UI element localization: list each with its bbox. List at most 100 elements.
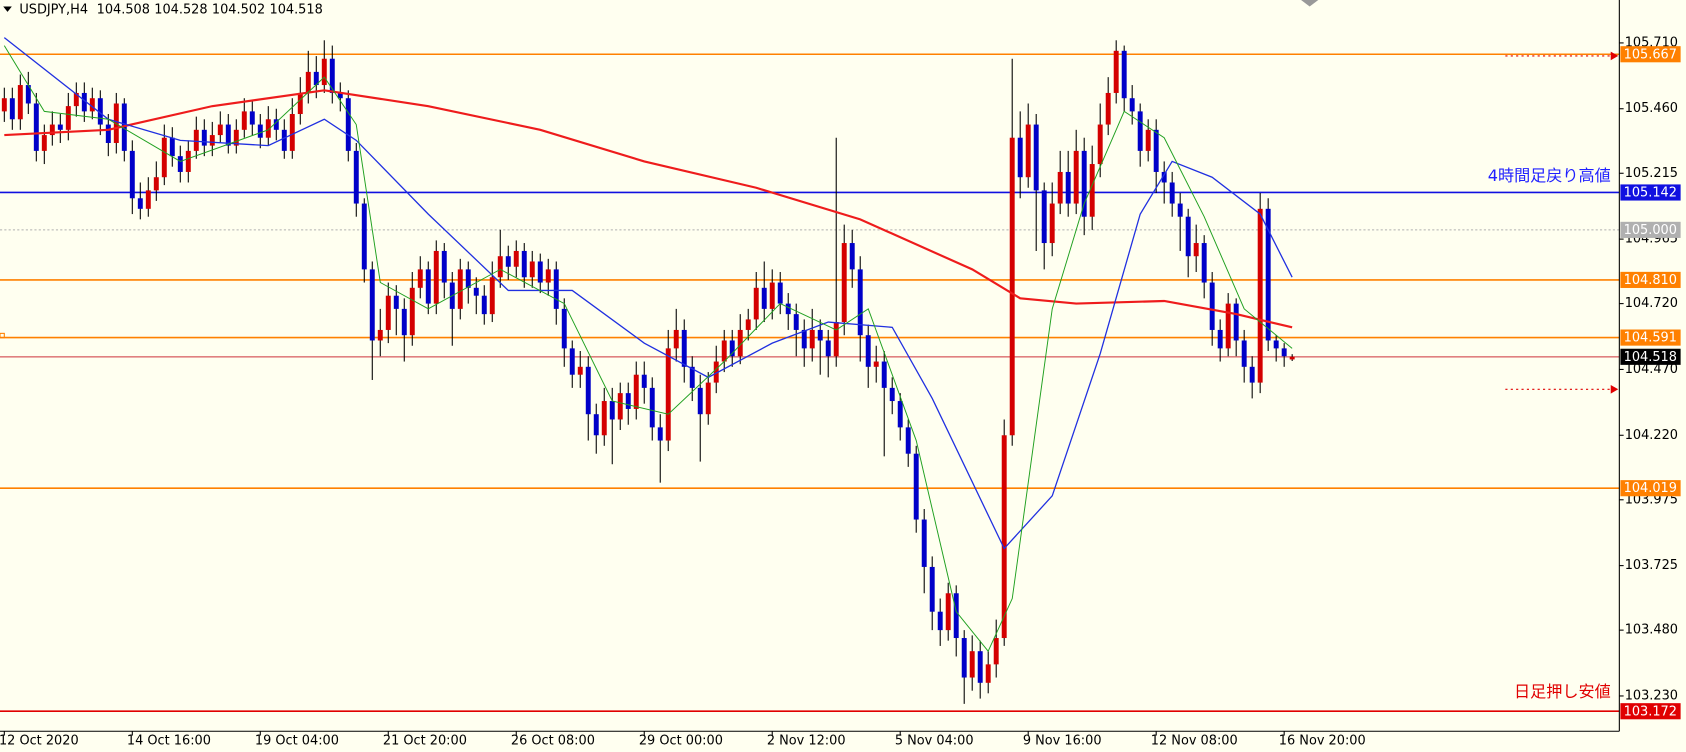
candle-body	[1001, 435, 1007, 639]
candle-body	[969, 651, 975, 678]
candle-body	[193, 129, 199, 151]
candle-body	[1, 98, 7, 112]
candle-body	[273, 119, 279, 130]
price-tag-label: 103.172	[1624, 704, 1677, 719]
candle-body	[961, 638, 967, 678]
y-tick-label: 103.480	[1625, 623, 1678, 638]
candle-body	[1193, 243, 1199, 257]
candle-body	[929, 566, 935, 612]
candle-body	[1105, 92, 1111, 125]
alert-arrow	[1610, 384, 1619, 394]
candle-body	[481, 295, 487, 315]
price-tag	[1620, 221, 1681, 238]
candle-body	[913, 453, 919, 520]
candle-body	[657, 427, 663, 441]
last-low: 104.502	[212, 2, 265, 17]
candle-body	[545, 269, 551, 283]
candle-body	[1249, 366, 1255, 383]
candle-body	[337, 92, 343, 99]
candle-body	[777, 282, 783, 304]
candle-body	[937, 611, 943, 631]
candle-body	[313, 71, 319, 86]
candle-body	[673, 329, 679, 349]
indicator-line	[4, 89, 1293, 329]
price-tag	[1620, 329, 1681, 346]
indicator-line	[3, 37, 1293, 550]
y-tick-label: 104.720	[1625, 296, 1678, 311]
candle-body	[1041, 190, 1047, 244]
candle-body	[129, 150, 135, 199]
level-handle[interactable]	[0, 332, 5, 339]
symbol: USDJPY,H4	[19, 2, 88, 17]
last-open: 104.508	[97, 2, 150, 17]
candle-body	[289, 114, 295, 151]
candle-body	[905, 427, 911, 454]
candle-body	[817, 329, 823, 341]
alert-arrow	[1610, 51, 1619, 61]
candle-body	[921, 519, 927, 567]
candle-body	[953, 593, 959, 639]
candle-body	[1273, 340, 1279, 349]
candle-body	[1017, 137, 1023, 178]
candle-body	[993, 638, 999, 665]
candle-body	[1121, 50, 1127, 99]
candle-body	[73, 92, 79, 107]
price-tag-label: 105.000	[1624, 223, 1677, 238]
candle-body	[705, 382, 711, 415]
candle-body	[665, 348, 671, 441]
candle-body	[721, 340, 727, 362]
candle-body	[9, 98, 15, 120]
candle-body	[857, 269, 863, 336]
candle-body	[1265, 208, 1271, 341]
candle-body	[873, 361, 879, 367]
candle-body	[761, 287, 767, 309]
candle-body	[753, 287, 759, 320]
menu-triangle[interactable]	[3, 6, 12, 12]
price-tag	[1620, 184, 1681, 201]
candle-body	[737, 329, 743, 357]
candle-body	[1065, 171, 1071, 204]
candle-body	[1073, 150, 1079, 204]
price-tag-label: 104.591	[1624, 331, 1677, 346]
candle-body	[1145, 129, 1151, 151]
candle-body	[609, 401, 615, 420]
candle-body	[569, 348, 575, 375]
candle-body	[1161, 171, 1167, 183]
candle-body	[385, 295, 391, 330]
candle-body	[233, 129, 239, 146]
candle-body	[441, 250, 447, 283]
candle-body	[1097, 124, 1103, 165]
annotation: 4時間足戻り高値	[1488, 166, 1611, 185]
candle-body	[697, 387, 703, 415]
last-close: 104.518	[269, 2, 322, 17]
x-tick-label: 21 Oct 20:00	[383, 733, 467, 748]
candle-body	[209, 135, 215, 146]
candle-body	[865, 335, 871, 367]
x-tick-label: 14 Oct 16:00	[127, 733, 211, 748]
candle-body	[1169, 182, 1175, 204]
candle-body	[513, 250, 519, 267]
candle-body	[1209, 282, 1215, 330]
candle-body	[137, 198, 143, 209]
candle-body	[1025, 124, 1031, 178]
candle-body	[409, 287, 415, 336]
candle-body	[249, 111, 255, 125]
price-tag	[1620, 271, 1681, 288]
candle-body	[1113, 50, 1119, 93]
candle-body	[769, 282, 775, 309]
x-tick-label: 12 Oct 2020	[0, 733, 79, 748]
candle-body	[889, 387, 895, 402]
price-tag-label: 105.667	[1624, 47, 1677, 62]
candle-body	[577, 366, 583, 375]
y-tick-label: 103.230	[1625, 688, 1678, 703]
candle-body	[1289, 356, 1295, 360]
candle-body	[625, 393, 631, 409]
candle-body	[257, 124, 263, 138]
candle-body	[553, 269, 559, 309]
candle-body	[361, 203, 367, 270]
candle-body	[1217, 329, 1223, 349]
y-tick-label: 105.215	[1625, 166, 1678, 181]
candle-body	[617, 393, 623, 420]
candle-body	[793, 314, 799, 330]
